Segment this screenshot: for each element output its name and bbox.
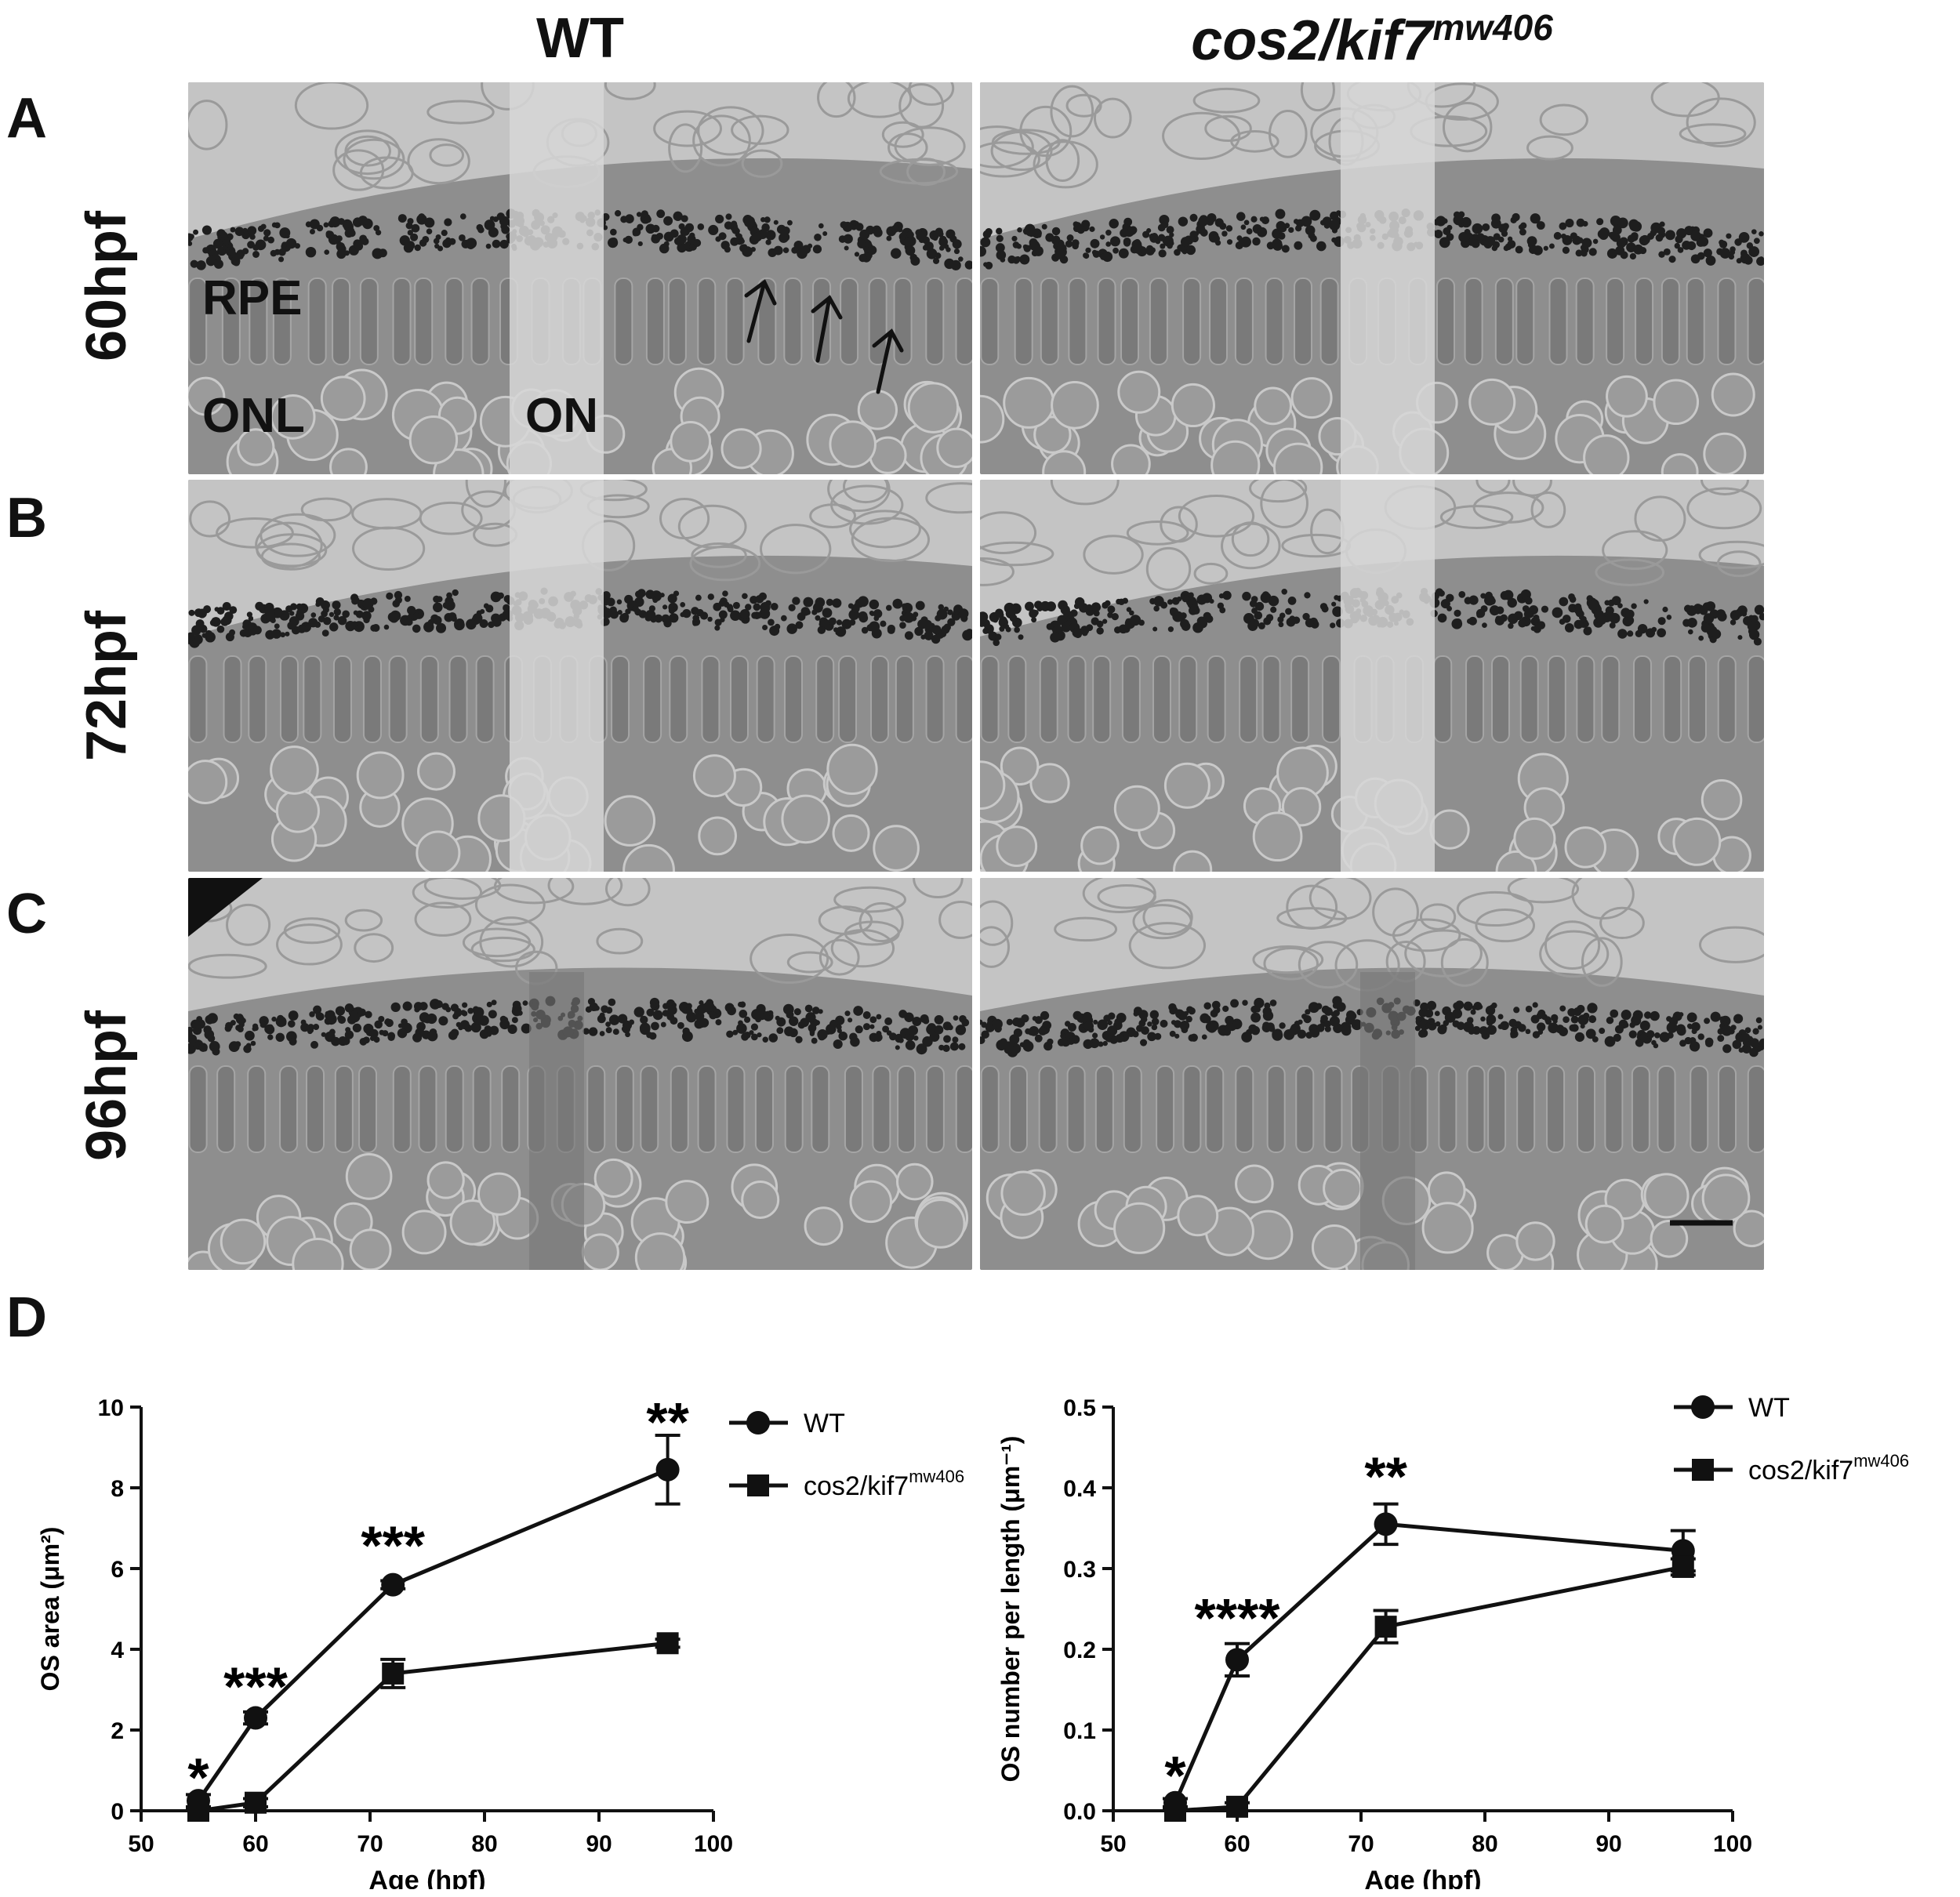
x-tick-label: 70: [357, 1831, 383, 1857]
chart-os-area-svg: 50 60 70 80 90 100 0 2 4 6 8 10 Age (hpf) OS area (μm…: [36, 1391, 964, 1895]
panel-letter-d: D: [6, 1286, 47, 1349]
significance-label: **: [646, 1391, 689, 1453]
x-tick-label: 100: [1713, 1831, 1752, 1857]
y-tick-label: 2: [111, 1718, 124, 1744]
y-tick-label: 0.1: [1063, 1718, 1096, 1744]
legend-label: cos2/kif7mw406: [804, 1467, 964, 1501]
x-axis-label: Age (hpf): [368, 1866, 485, 1889]
series-line: [198, 1641, 668, 1813]
x-tick-label: 50: [128, 1831, 154, 1857]
y-axis-label: OS area (μm²): [36, 1527, 64, 1692]
series-mutant: [186, 1632, 681, 1822]
legend-label: WT: [1748, 1393, 1790, 1423]
legend-marker: [1692, 1459, 1714, 1481]
micrograph-b-wt: [188, 480, 972, 872]
panel-letter-b: B: [6, 487, 47, 550]
x-tick-label: 80: [1472, 1831, 1497, 1857]
data-point: [187, 1800, 209, 1822]
series-wt: [1163, 1502, 1696, 1815]
micrograph-c-mutant: [980, 878, 1764, 1270]
y-tick-label: 4: [111, 1638, 124, 1663]
data-point: [1374, 1616, 1397, 1638]
chart-os-number-svg: 50 60 70 80 90 100 0.0 0.1 0.2 0.3 0.4 0.5 Age (hpf)…: [996, 1393, 1909, 1895]
data-point: [1226, 1795, 1248, 1818]
y-tick-label: 0.2: [1063, 1638, 1096, 1663]
series-mutant: [1163, 1555, 1696, 1822]
panel-letter-c: C: [6, 883, 47, 945]
arrow-icon: [811, 295, 843, 363]
legend: WT cos2/kif7mw406: [729, 1409, 964, 1501]
y-tick-label: 0.4: [1063, 1476, 1096, 1502]
micrograph-b-mutant: [980, 480, 1764, 872]
y-tick-label: 6: [111, 1557, 124, 1583]
micrograph-a-wt: [188, 82, 972, 474]
chart-os-number: 50 60 70 80 90 100 0.0 0.1 0.2 0.3 0.4 0.5 Age (hpf)…: [996, 1348, 1956, 1895]
data-point: [655, 1457, 680, 1482]
data-point: [1671, 1555, 1694, 1578]
significance-label: ***: [361, 1514, 425, 1576]
data-point: [381, 1572, 405, 1597]
x-tick-label: 80: [471, 1831, 497, 1857]
data-point: [1225, 1648, 1249, 1672]
series-line: [1173, 1522, 1684, 1804]
row-label-72hpf: 72hpf: [75, 610, 138, 762]
x-axis-label: Age (hpf): [1364, 1866, 1481, 1889]
significance-label: ****: [1195, 1587, 1281, 1649]
significance-label: *: [187, 1746, 209, 1808]
chart-os-area: 50 60 70 80 90 100 0 2 4 6 8 10 Age (hpf) OS area (μm…: [24, 1348, 980, 1895]
x-tick-label: 70: [1348, 1831, 1374, 1857]
y-axis-label: OS number per length (μm⁻¹): [996, 1436, 1025, 1783]
data-point: [382, 1662, 405, 1685]
x-tick-label: 50: [1100, 1831, 1126, 1857]
significance-label: *: [1164, 1745, 1186, 1806]
label-on: ON: [525, 389, 598, 443]
series-wt: [186, 1434, 681, 1813]
legend-marker: [747, 1474, 769, 1496]
arrow-icon: [744, 279, 777, 343]
y-tick-label: 0.5: [1063, 1395, 1096, 1421]
column-header-wt: WT: [536, 7, 624, 70]
column-header-mutant-name: cos2/kif7: [1191, 9, 1433, 72]
significance-label: ***: [223, 1656, 288, 1717]
micrograph-a-mutant: [980, 82, 1764, 474]
y-tick-label: 0: [111, 1799, 124, 1825]
arrow-annotations: [744, 279, 904, 394]
data-point: [656, 1632, 679, 1655]
micrograph-c-wt: [188, 878, 972, 1270]
legend-marker: [746, 1411, 770, 1435]
significance-label: **: [1364, 1446, 1407, 1507]
legend-label: WT: [804, 1409, 845, 1438]
plot-area: 50 60 70 80 90 100 0.0 0.1 0.2 0.3 0.4 0.5 Age (hpf)…: [996, 1395, 1752, 1895]
data-point: [1374, 1512, 1398, 1536]
y-tick-label: 8: [111, 1476, 124, 1502]
legend-marker: [1691, 1395, 1715, 1419]
legend: WT cos2/kif7mw406: [1674, 1393, 1909, 1485]
label-rpe: RPE: [202, 271, 303, 325]
column-header-mutant: cos2/kif7mw406: [980, 6, 1764, 77]
data-point: [245, 1791, 267, 1814]
y-tick-label: 0.0: [1063, 1799, 1096, 1825]
x-tick-label: 60: [242, 1831, 268, 1857]
column-header-mutant-allele: mw406: [1432, 7, 1553, 48]
y-tick-label: 0.3: [1063, 1557, 1096, 1583]
data-point: [244, 1706, 267, 1730]
legend-label: cos2/kif7mw406: [1748, 1451, 1909, 1485]
arrow-icon: [872, 328, 904, 394]
row-label-60hpf: 60hpf: [75, 210, 138, 362]
series-line: [1174, 1565, 1684, 1813]
x-tick-label: 90: [586, 1831, 612, 1857]
x-tick-label: 100: [694, 1831, 733, 1857]
row-label-96hpf: 96hpf: [75, 1010, 138, 1162]
x-tick-label: 60: [1224, 1831, 1250, 1857]
y-tick-label: 10: [98, 1395, 124, 1421]
x-tick-label: 90: [1595, 1831, 1621, 1857]
plot-area: 50 60 70 80 90 100 0 2 4 6 8 10 Age (hpf) OS area (μm…: [36, 1391, 733, 1895]
panel-letter-a: A: [6, 87, 47, 150]
label-onl: ONL: [202, 389, 305, 443]
data-point: [1164, 1800, 1186, 1822]
series-line: [196, 1467, 669, 1802]
